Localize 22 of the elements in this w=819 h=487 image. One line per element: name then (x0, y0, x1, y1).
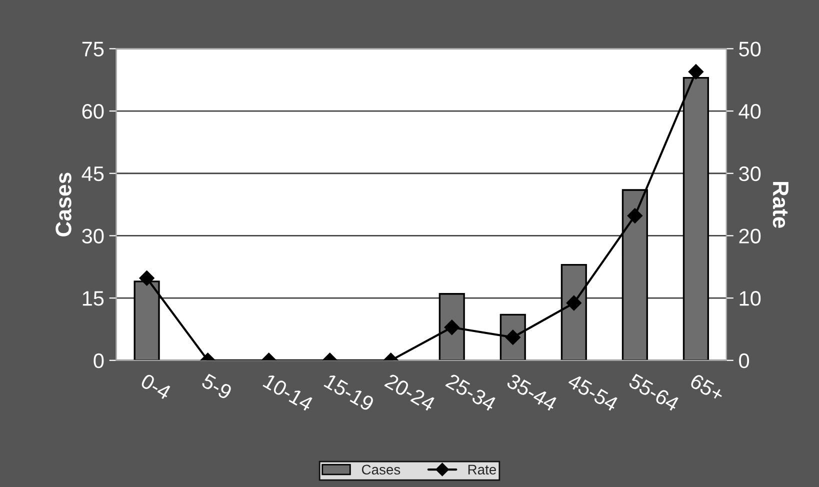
y2-tick-label: 0 (739, 353, 750, 368)
y-tick-label: 75 (82, 42, 104, 56)
y2-tick-label: 30 (739, 166, 761, 182)
y2-tick-label: 40 (738, 104, 761, 119)
y2-tick-label: 10 (740, 291, 761, 306)
x-tick-label: 0-4 (140, 373, 172, 400)
y-tick-label: 0 (94, 353, 104, 368)
y-tick-label: 60 (82, 104, 104, 119)
x-tick-label: 45-54 (566, 373, 620, 412)
x-tick-label: 10-14 (262, 373, 314, 412)
x-tick-label: 15-19 (324, 373, 375, 412)
y-axis-title: Cases (56, 172, 72, 236)
legend-label: Rate (468, 464, 496, 475)
y-tick-label: 30 (82, 228, 104, 244)
legend-label: Cases (362, 464, 400, 475)
y2-axis-title: Rate (772, 182, 788, 228)
y-tick-label: 15 (82, 291, 104, 306)
y2-tick-label: 20 (739, 228, 761, 244)
x-tick-label: 5-9 (200, 373, 233, 400)
x-tick-label: 65+ (689, 373, 726, 403)
y-tick-label: 45 (82, 166, 104, 182)
y2-tick-label: 50 (739, 42, 761, 56)
